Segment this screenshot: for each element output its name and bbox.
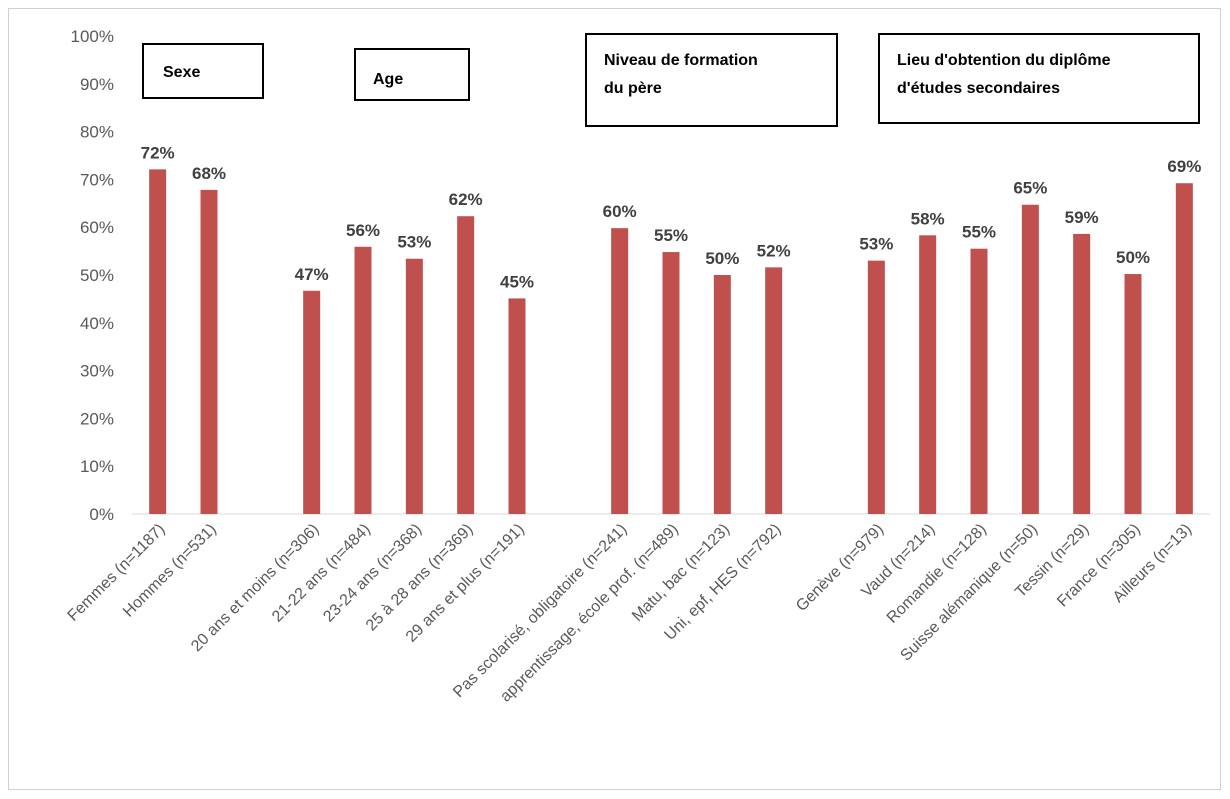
data-label: 60% xyxy=(603,202,637,221)
bar xyxy=(405,258,423,514)
group-label-text: Sexe xyxy=(163,64,200,81)
bar xyxy=(662,252,680,514)
group-label-box: Lieu d'obtention du diplôme d'études seco… xyxy=(878,33,1200,124)
bar xyxy=(1021,204,1039,514)
group-label-box: Age xyxy=(354,48,470,101)
data-label: 68% xyxy=(192,164,226,183)
x-tick-label: 23-24 ans (n=368) xyxy=(320,521,425,626)
data-label: 55% xyxy=(654,226,688,245)
group-label-text: Age xyxy=(373,71,403,88)
bar xyxy=(457,216,475,514)
group-box-border xyxy=(354,48,470,101)
group-box-border xyxy=(585,33,838,127)
bar xyxy=(149,169,167,514)
y-tick-label: 30% xyxy=(80,362,114,381)
data-label: 69% xyxy=(1167,157,1201,176)
y-tick-label: 60% xyxy=(80,218,114,237)
data-label: 62% xyxy=(449,190,483,209)
x-tick-label: 21-22 ans (n=484) xyxy=(269,521,374,626)
data-label: 58% xyxy=(911,209,945,228)
y-tick-label: 90% xyxy=(80,75,114,94)
group-box-border xyxy=(878,33,1200,124)
group-label-box: Sexe xyxy=(142,43,264,99)
bar xyxy=(713,275,731,514)
x-tick-label: Genève (n=979) xyxy=(793,521,887,615)
bar xyxy=(303,290,321,514)
bar xyxy=(354,246,372,514)
y-tick-label: 50% xyxy=(80,266,114,285)
x-tick-label: Romandie (n=128) xyxy=(884,521,990,627)
y-tick-label: 40% xyxy=(80,314,114,333)
y-tick-label: 20% xyxy=(80,409,114,428)
y-tick-label: 70% xyxy=(80,170,114,189)
group-label-text: Niveau de formation xyxy=(604,52,758,69)
bar xyxy=(1124,274,1142,514)
data-label: 56% xyxy=(346,221,380,240)
data-label: 55% xyxy=(962,223,996,242)
y-tick-label: 80% xyxy=(80,123,114,142)
bar xyxy=(611,228,629,514)
data-label: 50% xyxy=(1116,248,1150,267)
bar xyxy=(867,260,885,514)
y-tick-label: 10% xyxy=(80,457,114,476)
x-tick-label: Femmes (n=1187) xyxy=(65,521,169,625)
bar xyxy=(1073,233,1091,514)
data-label: 53% xyxy=(397,233,431,252)
bar xyxy=(508,298,526,514)
group-label-text: d'études secondaires xyxy=(897,80,1060,97)
x-tick-label: Matu, bac (n=123) xyxy=(629,521,733,625)
bar xyxy=(970,248,988,514)
bars-layer xyxy=(149,169,1193,515)
bar xyxy=(919,235,937,515)
data-label: 45% xyxy=(500,272,534,291)
data-label: 52% xyxy=(757,241,791,260)
group-labels-layer: Sexe Age Niveau de formation du père Lieu d'… xyxy=(142,33,1200,127)
data-label: 50% xyxy=(705,249,739,268)
bar xyxy=(765,267,783,514)
data-label: 65% xyxy=(1013,179,1047,198)
data-label: 72% xyxy=(141,143,175,162)
x-tick-label: Hommes (n=531) xyxy=(120,521,220,621)
group-label-text: du père xyxy=(604,80,662,97)
data-label: 59% xyxy=(1065,208,1099,227)
group-label-box: Niveau de formation du père xyxy=(585,33,838,127)
y-tick-label: 0% xyxy=(89,505,114,524)
y-tick-label: 100% xyxy=(71,27,114,46)
bar xyxy=(1175,183,1193,514)
bar xyxy=(200,189,218,514)
group-label-text: Lieu d'obtention du diplôme xyxy=(897,52,1111,69)
group-box-border xyxy=(142,43,264,99)
data-label: 47% xyxy=(295,265,329,284)
data-label: 53% xyxy=(859,235,893,254)
